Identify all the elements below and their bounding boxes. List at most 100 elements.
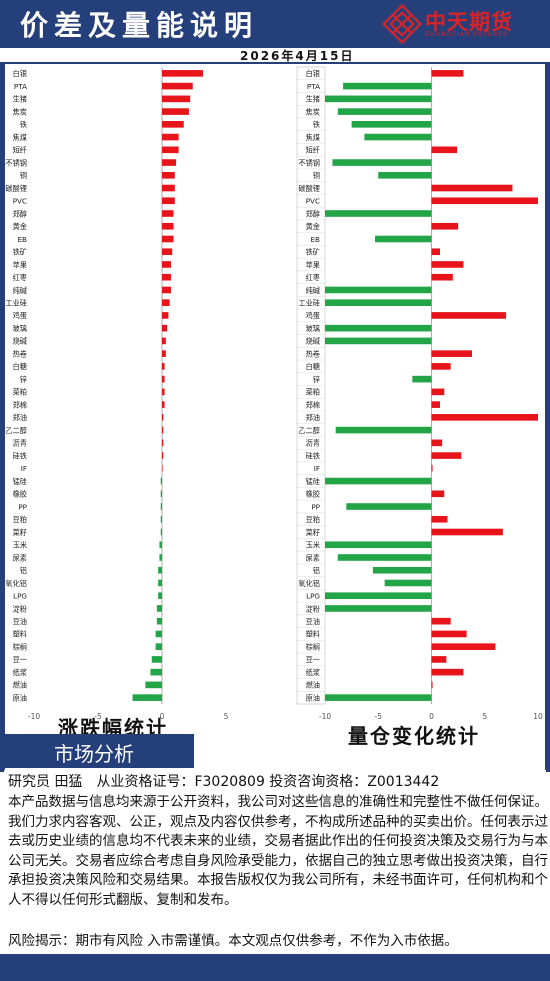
change-category-label: 热卷 — [13, 349, 27, 358]
volume-bar-29 — [431, 439, 443, 447]
volume-category-label: 铁矿 — [306, 248, 320, 257]
change-bar-11 — [162, 210, 174, 217]
section-title: 市场分析 — [54, 742, 134, 766]
volume-category-label: 硅铁 — [306, 451, 320, 460]
volume-bar-21 — [325, 337, 432, 345]
volume-category-label: 纸浆 — [306, 668, 320, 677]
change-bar-8 — [162, 171, 175, 179]
date-bar — [0, 48, 550, 64]
change-category-label: 玉米 — [13, 541, 27, 550]
change-bar-26 — [162, 401, 165, 408]
right-frame — [545, 64, 550, 772]
volume-tick-label: -10 — [319, 712, 331, 721]
change-category-label: 锰硅 — [13, 477, 27, 486]
change-bar-12 — [162, 222, 174, 230]
change-bar-25 — [162, 388, 165, 396]
change-bar-48 — [145, 681, 162, 689]
change-bar-45 — [155, 643, 162, 650]
volume-bar-12 — [431, 222, 459, 230]
change-bar-21 — [162, 337, 166, 345]
volume-bar-35 — [431, 515, 448, 523]
change-category-label: LPG — [13, 592, 27, 601]
change-category-label: 纸浆 — [13, 668, 27, 677]
change-category-label: 锌 — [20, 375, 27, 384]
volume-category-label: PP — [311, 502, 320, 511]
change-bar-44 — [155, 630, 162, 638]
volume-bar-24 — [412, 375, 432, 383]
change-category-label: PTA — [14, 82, 27, 91]
volume-category-label: 黄金 — [306, 222, 320, 231]
volume-bar-23 — [431, 363, 451, 370]
volume-category-label: 铝 — [313, 566, 320, 575]
change-category-label: 豆油 — [13, 617, 27, 626]
volume-category-label: 豆粕 — [306, 515, 320, 524]
volume-category-label: 纯碱 — [306, 286, 320, 295]
change-category-label: 沥青 — [13, 439, 27, 448]
change-category-label: PP — [18, 502, 27, 511]
change-category-label: 豆一 — [13, 655, 27, 664]
change-bar-6 — [162, 146, 179, 154]
volume-category-label: 菜粕 — [306, 388, 320, 397]
volume-bar-36 — [431, 528, 503, 536]
change-tick-label: 5 — [224, 712, 229, 721]
change-bar-22 — [162, 350, 166, 357]
volume-category-label: 铁 — [313, 120, 320, 129]
volume-bar-38 — [337, 554, 432, 561]
volume-bar-2 — [325, 95, 432, 103]
change-category-label: 铁 — [20, 120, 27, 129]
volume-bar-30 — [431, 452, 462, 459]
change-category-label: 铝 — [20, 566, 27, 575]
volume-bar-49 — [325, 694, 432, 701]
change-category-label: EB — [18, 235, 28, 244]
volume-category-label: 焦煤 — [306, 133, 320, 142]
change-bar-2 — [162, 95, 191, 103]
change-bar-10 — [162, 197, 175, 205]
volume-category-label: 锰硅 — [306, 477, 320, 486]
volume-category-label: 氧化铝 — [298, 579, 320, 588]
page-title: 价差及量能说明 — [20, 9, 259, 42]
change-category-label: 白糖 — [13, 362, 27, 371]
volume-bar-47 — [431, 668, 464, 676]
volume-bar-7 — [332, 159, 432, 166]
change-category-label: 鸡蛋 — [13, 311, 27, 320]
volume-bar-17 — [325, 286, 432, 294]
volume-category-label: 玉米 — [306, 541, 320, 550]
analyst-line: 研究员 田猛 从业资格证号：F3020809 投资咨询资格：Z0013442 — [8, 774, 440, 790]
volume-category-label: 苹果 — [306, 260, 320, 269]
volume-category-label: 沥青 — [306, 439, 320, 448]
volume-category-label: 淀粉 — [306, 604, 320, 613]
change-category-label: 氧化铝 — [5, 579, 27, 588]
change-bar-14 — [162, 248, 173, 256]
volume-category-label: 铜 — [313, 171, 320, 180]
volume-category-label: 锌 — [313, 375, 320, 384]
volume-tick-label: 10 — [533, 712, 543, 721]
change-category-label: 棕榈 — [13, 642, 27, 651]
change-category-label: 纯碱 — [13, 286, 27, 295]
volume-category-label: 郑醇 — [306, 209, 320, 218]
change-bar-47 — [150, 668, 162, 676]
footer-bar — [0, 954, 550, 981]
volume-category-label: 塑料 — [306, 630, 320, 639]
volume-tick-label: -5 — [375, 712, 383, 721]
change-category-label: 生猪 — [13, 95, 27, 104]
change-category-label: 郑棉 — [13, 400, 27, 409]
change-category-label: 铁矿 — [13, 248, 27, 257]
volume-category-label: 焦炭 — [306, 107, 320, 116]
change-category-label: 不锈钢 — [5, 158, 27, 167]
change-category-label: 燃油 — [13, 681, 27, 690]
change-bar-35 — [160, 515, 162, 523]
change-category-label: 铜 — [20, 171, 27, 180]
volume-category-label: 白糖 — [306, 362, 320, 371]
volume-category-label: 橡胶 — [306, 490, 320, 499]
volume-category-label: 不锈钢 — [298, 158, 320, 167]
change-category-label: 橡胶 — [13, 490, 27, 499]
volume-category-label: IF — [314, 464, 320, 473]
change-bar-17 — [162, 286, 171, 294]
change-bar-38 — [159, 554, 162, 561]
change-category-label: 苹果 — [13, 260, 27, 269]
volume-category-label: 碳酸锂 — [298, 184, 320, 193]
volume-bar-16 — [431, 273, 453, 281]
volume-bar-40 — [384, 579, 432, 587]
volume-category-label: 玻璃 — [306, 324, 320, 333]
risk-notice: 风险揭示：期市有风险 入市需谨慎。本文观点仅供参考，不作为入市依据。 — [8, 933, 458, 949]
